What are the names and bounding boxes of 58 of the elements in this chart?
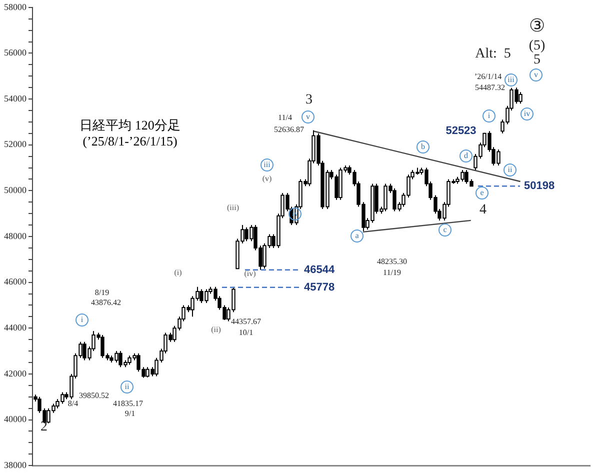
annotation: 10/1: [238, 328, 254, 338]
annotation: 9/1: [124, 409, 136, 418]
annotation: 11/4: [278, 113, 292, 122]
y-tick-label: 52000: [4, 139, 27, 150]
y-tick-label: 44000: [4, 322, 27, 332]
annotation: v: [534, 70, 538, 80]
annotation: a: [355, 231, 360, 240]
ref-line-label: 45778: [304, 281, 335, 294]
annotation: 8/19: [94, 288, 110, 298]
annotation: d: [464, 151, 468, 160]
y-tick-label: 42000: [4, 368, 27, 378]
annotation: b: [421, 142, 425, 152]
annotation: ’26/1/14: [474, 72, 502, 82]
text: 日経平均 120分足: [80, 117, 180, 132]
annotation: iv: [524, 109, 530, 118]
annotation: v: [306, 112, 310, 122]
annotation: 11/19: [383, 268, 401, 278]
annotation: 52636.87: [274, 125, 304, 134]
annotation: 44357.67: [231, 317, 261, 326]
annotation: iv: [292, 209, 298, 218]
annotation: (v): [262, 174, 272, 184]
annotation: (5): [528, 38, 546, 54]
annotation: iii: [264, 160, 272, 170]
annotation: iii: [508, 75, 516, 84]
annotation: 5: [534, 52, 540, 68]
annotation: 8/4: [68, 399, 78, 408]
annotation: 43876.42: [91, 298, 121, 308]
annotation: (iv): [244, 269, 256, 278]
annotation: i: [488, 111, 491, 120]
y-tick-label: 54000: [4, 93, 27, 104]
annotation: 52523: [446, 125, 476, 138]
annotation: (iii): [227, 203, 240, 212]
y-tick-label: 48000: [4, 230, 27, 241]
annotation: i: [80, 315, 84, 324]
ref-line-label: 50198: [524, 180, 555, 192]
y-tick-label: 50000: [4, 185, 27, 196]
annotation: e: [480, 188, 484, 198]
text: (’25/8/1-’26/1/15): [82, 133, 178, 148]
annotation: 39850.52: [79, 391, 109, 400]
annotation: (ii): [211, 325, 222, 334]
annotation: 4: [480, 202, 486, 218]
annotation: 2: [40, 420, 48, 435]
y-tick-label: 46000: [4, 276, 27, 287]
ref-line-label: 46544: [304, 264, 336, 276]
y-tick-label: 56000: [4, 48, 27, 58]
annotation: 3: [306, 92, 312, 108]
annotation: c: [443, 225, 448, 234]
y-tick-label: 40000: [4, 414, 27, 424]
annotation: ii: [508, 165, 513, 174]
y-tick-label: 58000: [4, 2, 27, 12]
annotation: 41835.17: [113, 399, 143, 408]
annotation: 48235.30: [377, 257, 407, 266]
y-tick-label: 38000: [4, 460, 27, 470]
annotation: ii: [124, 382, 130, 392]
annotation: ③: [529, 16, 545, 36]
annotation: (i): [174, 268, 182, 278]
annotation: Alt: 5: [475, 46, 511, 62]
annotation: 54487.32: [475, 83, 505, 92]
